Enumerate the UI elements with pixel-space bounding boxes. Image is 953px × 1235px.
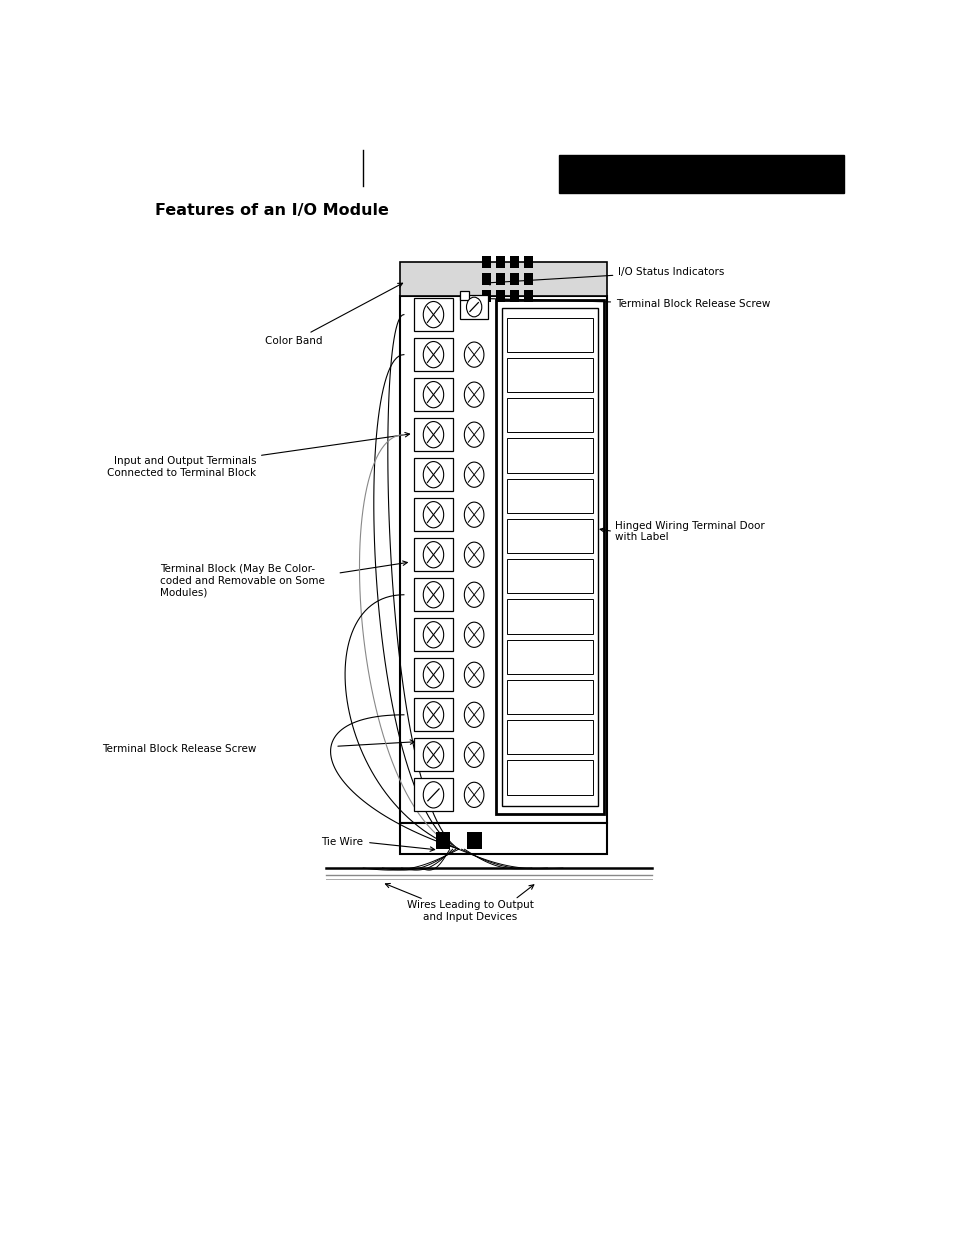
Text: I/O Status Indicators: I/O Status Indicators	[485, 267, 724, 285]
Ellipse shape	[464, 742, 483, 767]
Ellipse shape	[464, 582, 483, 608]
Bar	[400, 824, 607, 853]
Text: Hinged Wiring Terminal Door
with Label: Hinged Wiring Terminal Door with Label	[614, 521, 763, 542]
Ellipse shape	[423, 501, 443, 527]
Text: Terminal Block Release Screw: Terminal Block Release Screw	[102, 745, 255, 755]
Ellipse shape	[464, 342, 483, 367]
Ellipse shape	[464, 462, 483, 488]
Bar	[558, 154, 842, 193]
Text: Color Band: Color Band	[265, 283, 402, 346]
Bar	[506, 680, 593, 714]
Bar	[400, 262, 607, 295]
Bar	[496, 300, 603, 814]
Ellipse shape	[464, 542, 483, 567]
Bar	[400, 295, 607, 824]
Ellipse shape	[464, 422, 483, 447]
Bar	[506, 519, 593, 553]
Bar	[460, 291, 469, 300]
Bar	[506, 559, 593, 593]
Bar	[466, 832, 481, 850]
Ellipse shape	[423, 621, 443, 648]
Bar	[414, 458, 453, 492]
Bar	[414, 578, 453, 611]
Ellipse shape	[466, 298, 481, 317]
Bar	[481, 290, 490, 301]
Text: Terminal Block (May Be Color-
coded and Removable on Some
Modules): Terminal Block (May Be Color- coded and …	[160, 564, 324, 598]
Bar	[506, 599, 593, 634]
Bar	[414, 338, 453, 370]
Bar	[414, 778, 453, 811]
Bar	[414, 538, 453, 571]
Ellipse shape	[464, 703, 483, 727]
Bar	[523, 290, 533, 301]
Bar	[414, 378, 453, 411]
Bar	[414, 619, 453, 651]
Ellipse shape	[423, 701, 443, 727]
Ellipse shape	[464, 622, 483, 647]
Bar	[481, 273, 490, 284]
Text: Chapter 5: Chapter 5	[568, 158, 634, 172]
Ellipse shape	[423, 782, 443, 808]
Bar	[414, 419, 453, 451]
Bar	[496, 290, 504, 301]
Bar	[496, 256, 504, 268]
Bar	[523, 273, 533, 284]
Bar	[414, 498, 453, 531]
Ellipse shape	[423, 742, 443, 768]
Bar	[496, 273, 504, 284]
Text: Input and Output Terminals
Connected to Terminal Block: Input and Output Terminals Connected to …	[107, 432, 409, 478]
Ellipse shape	[423, 542, 443, 568]
Bar	[414, 298, 453, 331]
Bar	[506, 479, 593, 513]
Bar	[436, 832, 450, 850]
Bar	[510, 273, 518, 284]
Bar	[506, 317, 593, 352]
Text: Wires Leading to Output
and Input Devices: Wires Leading to Output and Input Device…	[407, 900, 534, 921]
Bar	[506, 640, 593, 674]
Ellipse shape	[464, 382, 483, 408]
Bar	[506, 398, 593, 432]
Ellipse shape	[423, 342, 443, 368]
Bar	[414, 658, 453, 692]
Ellipse shape	[423, 421, 443, 448]
Ellipse shape	[423, 462, 443, 488]
Bar	[501, 308, 597, 806]
Ellipse shape	[423, 662, 443, 688]
Bar	[506, 761, 593, 794]
Ellipse shape	[423, 382, 443, 408]
Text: Terminal Block Release Screw: Terminal Block Release Screw	[485, 296, 770, 309]
Ellipse shape	[464, 503, 483, 527]
Bar	[510, 290, 518, 301]
Text: Features of an I/O Module: Features of an I/O Module	[154, 203, 388, 217]
Bar	[523, 256, 533, 268]
Bar	[506, 438, 593, 473]
Bar	[506, 358, 593, 391]
Ellipse shape	[464, 662, 483, 688]
Bar	[510, 256, 518, 268]
Bar	[414, 739, 453, 771]
Text: Tie Wire: Tie Wire	[321, 837, 363, 847]
Bar	[414, 699, 453, 731]
Bar	[459, 295, 488, 320]
Ellipse shape	[464, 782, 483, 808]
Ellipse shape	[423, 301, 443, 327]
Bar	[481, 256, 490, 268]
Ellipse shape	[423, 582, 443, 608]
Bar	[506, 720, 593, 755]
Text: Wiring Your Control System: Wiring Your Control System	[568, 178, 720, 188]
